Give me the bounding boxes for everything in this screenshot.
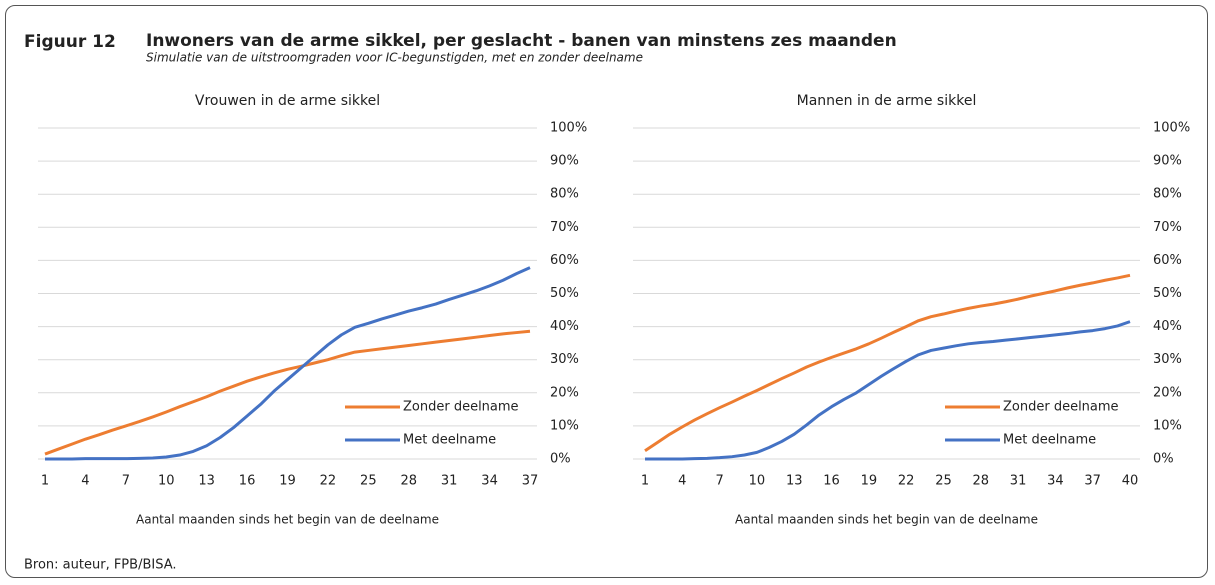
x-tick-label: 25 (935, 474, 952, 489)
y-tick-label: 20% (1153, 385, 1182, 400)
figure-number: Figuur 12 (24, 32, 116, 52)
y-tick-label: 40% (1153, 319, 1182, 334)
x-tick-label: 7 (715, 474, 723, 489)
x-tick-label: 34 (1047, 474, 1064, 489)
y-tick-label: 70% (1153, 220, 1182, 235)
figure-frame (5, 5, 1208, 578)
y-tick-label: 90% (1153, 154, 1182, 169)
y-tick-label: 60% (1153, 253, 1182, 268)
y-tick-label: 90% (550, 154, 579, 169)
y-tick-label: 10% (550, 418, 579, 433)
figure-subtitle: Simulatie van de uitstroomgraden voor IC… (146, 51, 643, 65)
x-tick-label: 19 (279, 474, 296, 489)
source: Bron: auteur, FPB/BISA. (24, 558, 177, 573)
y-tick-label: 70% (550, 220, 579, 235)
x-tick-label: 13 (198, 474, 215, 489)
x-tick-label: 28 (972, 474, 989, 489)
x-tick-label: 31 (1010, 474, 1027, 489)
x-tick-label: 37 (1084, 474, 1101, 489)
series-line (44, 329, 531, 456)
legend-label: Met deelname (1003, 433, 1096, 448)
y-tick-label: 0% (1153, 452, 1174, 467)
y-tick-label: 50% (1153, 286, 1182, 301)
chart-title: Mannen in de arme sikkel (797, 93, 977, 109)
legend-label: Zonder deelname (1003, 400, 1119, 415)
y-tick-label: 20% (550, 385, 579, 400)
y-tick-label: 50% (550, 286, 579, 301)
x-tick-label: 10 (749, 474, 766, 489)
legend-label: Met deelname (403, 433, 496, 448)
y-tick-label: 100% (1153, 121, 1190, 136)
x-tick-label: 34 (481, 474, 498, 489)
x-tick-label: 16 (823, 474, 840, 489)
x-tick-label: 22 (898, 474, 915, 489)
x-tick-label: 37 (522, 474, 539, 489)
x-axis-title: Aantal maanden sinds het begin van de de… (735, 513, 1038, 527)
legend-label: Zonder deelname (403, 400, 519, 415)
x-tick-label: 13 (786, 474, 803, 489)
y-tick-label: 0% (550, 452, 571, 467)
y-tick-label: 80% (550, 187, 579, 202)
chart-title: Vrouwen in de arme sikkel (195, 93, 380, 109)
x-tick-label: 40 (1122, 474, 1139, 489)
series-line (644, 273, 1131, 452)
x-tick-label: 7 (122, 474, 130, 489)
series-line (45, 266, 531, 461)
x-tick-label: 22 (320, 474, 337, 489)
y-tick-label: 80% (1153, 187, 1182, 202)
x-tick-label: 4 (81, 474, 89, 489)
x-tick-label: 19 (861, 474, 878, 489)
x-tick-label: 25 (360, 474, 377, 489)
y-tick-label: 40% (550, 319, 579, 334)
series-line (645, 320, 1131, 461)
y-tick-label: 30% (550, 352, 579, 367)
x-tick-label: 28 (400, 474, 417, 489)
x-tick-label: 1 (41, 474, 49, 489)
x-tick-label: 10 (158, 474, 175, 489)
x-axis-title: Aantal maanden sinds het begin van de de… (136, 513, 439, 527)
x-tick-label: 1 (641, 474, 649, 489)
x-tick-label: 31 (441, 474, 458, 489)
y-tick-label: 100% (550, 121, 587, 136)
figure-title: Inwoners van de arme sikkel, per geslach… (146, 31, 897, 51)
y-tick-label: 60% (550, 253, 579, 268)
x-tick-label: 4 (678, 474, 686, 489)
y-tick-label: 30% (1153, 352, 1182, 367)
y-tick-label: 10% (1153, 418, 1182, 433)
x-tick-label: 16 (239, 474, 256, 489)
